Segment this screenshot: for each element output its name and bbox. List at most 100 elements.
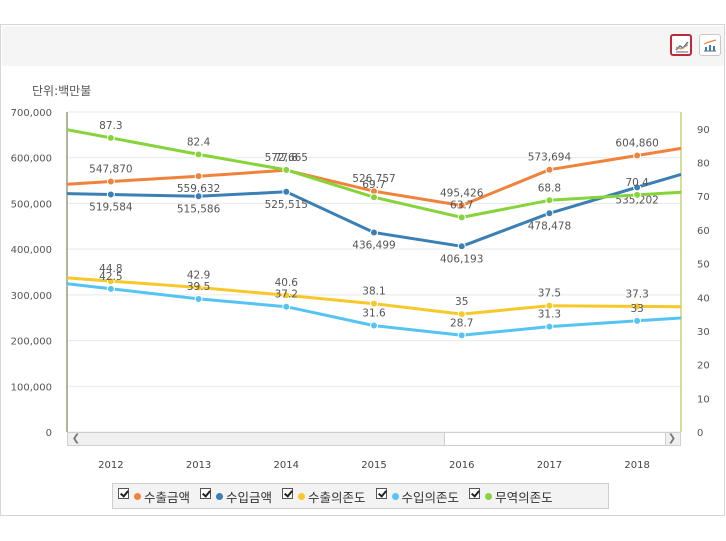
data-point xyxy=(457,310,466,319)
data-point xyxy=(106,177,115,186)
chart-legend: 수출금액 수입금액 수출의존도 수입의존도 무역의존도 xyxy=(112,483,609,509)
legend-marker xyxy=(298,492,306,500)
data-label: 519,584 xyxy=(89,201,133,213)
unit-label: 단위:백만불 xyxy=(32,84,92,98)
data-label: 44.8 xyxy=(99,263,122,275)
y-right-tick-label: 50 xyxy=(697,260,710,271)
data-label: 525,515 xyxy=(265,199,308,211)
x-tick-label: 2018 xyxy=(624,460,649,471)
y-left-tick-label: 300,000 xyxy=(11,291,52,302)
chart-toolbar xyxy=(2,26,724,66)
data-point xyxy=(633,190,642,199)
data-label: 68.8 xyxy=(538,182,561,194)
data-point xyxy=(457,242,466,251)
legend-label: 수출금액 xyxy=(144,489,191,505)
scroll-thumb[interactable] xyxy=(444,433,666,445)
data-label: 40.6 xyxy=(275,277,299,289)
scroll-left-icon[interactable]: ❮ xyxy=(71,433,81,444)
data-point xyxy=(457,201,466,210)
data-label: 572,665 xyxy=(265,152,308,164)
data-label: 31.6 xyxy=(362,308,386,320)
legend-checkbox[interactable] xyxy=(375,487,387,499)
data-label: 82.4 xyxy=(187,136,211,148)
y-right-tick-label: 90 xyxy=(697,125,710,136)
legend-label: 수출의존도 xyxy=(308,489,366,505)
x-tick-label: 2012 xyxy=(98,460,123,471)
legend-checkbox[interactable] xyxy=(118,487,129,499)
line-chart-icon xyxy=(675,41,689,53)
chart-scrollbar[interactable]: ❮ ❯ xyxy=(67,432,681,446)
data-point xyxy=(370,321,378,330)
data-label: 573,694 xyxy=(528,152,572,164)
legend-marker xyxy=(391,492,399,500)
data-label: 77.8 xyxy=(275,152,298,164)
data-label: 535,202 xyxy=(615,194,658,206)
legend-label: 수입의존도 xyxy=(401,489,460,505)
data-point xyxy=(282,187,291,196)
data-label: 39.5 xyxy=(187,281,210,293)
legend-checkbox[interactable] xyxy=(282,487,294,499)
data-label: 515,586 xyxy=(177,203,221,215)
data-point xyxy=(194,192,203,201)
legend-marker xyxy=(216,492,224,500)
data-point xyxy=(282,302,291,311)
bar-line-chart-icon xyxy=(703,39,717,52)
data-label: 70.4 xyxy=(625,177,649,189)
data-label: 42.5 xyxy=(99,271,122,283)
data-point xyxy=(633,151,642,160)
line-chart-button[interactable] xyxy=(670,34,692,56)
legend-marker xyxy=(485,492,493,500)
data-point xyxy=(457,331,466,340)
data-point xyxy=(545,165,554,174)
legend-item-import-dependency[interactable]: 수입의존도 xyxy=(375,487,460,506)
legend-label: 무역의존도 xyxy=(495,489,553,505)
data-point xyxy=(106,284,115,293)
y-left-tick-label: 200,000 xyxy=(11,337,52,348)
data-label: 87.3 xyxy=(99,120,122,132)
data-point xyxy=(457,213,466,222)
scroll-right-icon[interactable]: ❯ xyxy=(667,433,677,444)
data-label: 37.5 xyxy=(538,288,561,300)
data-point xyxy=(633,316,642,325)
data-point xyxy=(370,228,378,237)
y-right-tick-label: 40 xyxy=(697,293,710,304)
y-right-tick-label: 70 xyxy=(697,192,710,203)
legend-label: 수입금액 xyxy=(226,489,273,505)
legend-item-import-amount[interactable]: 수입금액 xyxy=(200,487,272,506)
data-point xyxy=(545,301,554,310)
data-label: 559,632 xyxy=(177,183,220,195)
data-label: 33 xyxy=(630,303,643,315)
data-point xyxy=(282,291,291,300)
bar-line-chart-button[interactable] xyxy=(699,34,721,56)
legend-item-export-dependency[interactable]: 수출의존도 xyxy=(282,487,366,506)
legend-checkbox[interactable] xyxy=(200,487,212,499)
x-tick-label: 2017 xyxy=(537,460,562,471)
y-right-tick-label: 10 xyxy=(697,394,710,405)
y-right-tick-label: 60 xyxy=(697,226,710,237)
y-right-tick-label: 30 xyxy=(697,327,710,338)
data-label: 69.7 xyxy=(362,179,385,191)
data-point xyxy=(633,302,642,311)
data-label: 406,193 xyxy=(440,253,483,265)
data-point xyxy=(370,299,378,308)
legend-item-trade-dependency[interactable]: 무역의존도 xyxy=(469,487,553,506)
y-left-tick-label: 0 xyxy=(46,428,52,439)
data-point xyxy=(106,190,115,199)
x-tick-label: 2014 xyxy=(274,460,299,471)
data-label: 478,478 xyxy=(528,220,571,232)
legend-checkbox[interactable] xyxy=(469,487,481,499)
data-label: 28.7 xyxy=(450,317,473,329)
data-point xyxy=(106,133,115,142)
data-point xyxy=(194,294,203,303)
y-left-tick-label: 700,000 xyxy=(11,108,52,119)
data-label: 495,426 xyxy=(440,188,484,200)
data-label: 37.3 xyxy=(625,288,648,300)
data-label: 38.1 xyxy=(362,286,385,298)
data-label: 31.3 xyxy=(538,309,561,321)
data-point xyxy=(633,183,642,192)
data-label: 35 xyxy=(455,296,468,308)
data-point xyxy=(194,172,203,181)
legend-item-export-amount[interactable]: 수출금액 xyxy=(118,487,190,506)
data-point xyxy=(370,193,378,202)
data-label: 42.9 xyxy=(187,269,210,281)
